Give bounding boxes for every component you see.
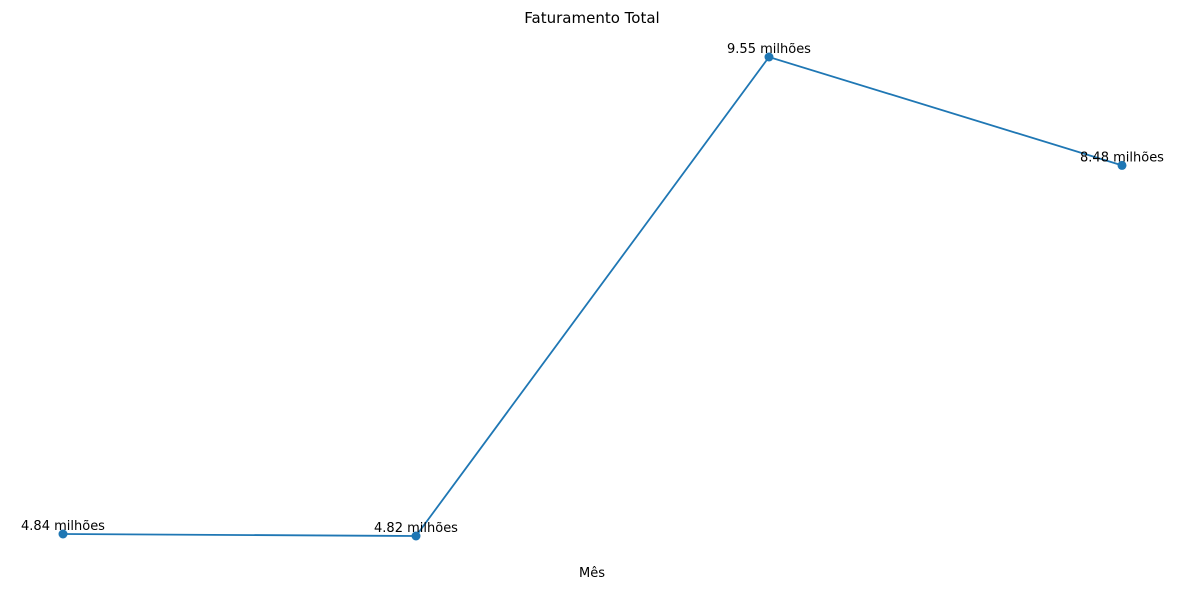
data-label-2: 4.82 milhões bbox=[374, 521, 458, 536]
chart-title: Faturamento Total bbox=[524, 9, 659, 27]
data-point-1 bbox=[58, 529, 68, 539]
data-point-3 bbox=[764, 52, 774, 62]
data-label-3: 9.55 milhões bbox=[727, 42, 811, 57]
data-point-2 bbox=[411, 531, 421, 541]
data-label-4: 8.48 milhões bbox=[1080, 150, 1164, 165]
data-label-1: 4.84 milhões bbox=[21, 519, 105, 534]
series-line bbox=[62, 55, 1123, 537]
x-axis-label: Mês bbox=[579, 566, 605, 581]
data-point-4 bbox=[1117, 160, 1127, 170]
plot-area: 4.84 milhões 4.82 milhões 9.55 milhões 8.48… bbox=[21, 42, 1164, 541]
